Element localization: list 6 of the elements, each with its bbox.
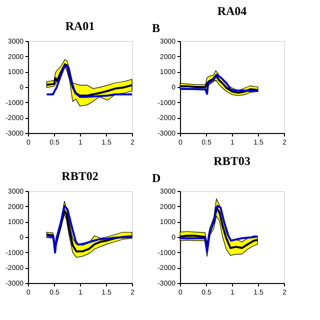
- text: D: [152, 171, 161, 185]
- chart-title: RBT03: [214, 154, 250, 168]
- chart-title: RA01: [65, 19, 95, 33]
- chart-title: RA04: [217, 4, 247, 18]
- chart-title: RBT02: [62, 169, 98, 183]
- text: B: [152, 21, 160, 35]
